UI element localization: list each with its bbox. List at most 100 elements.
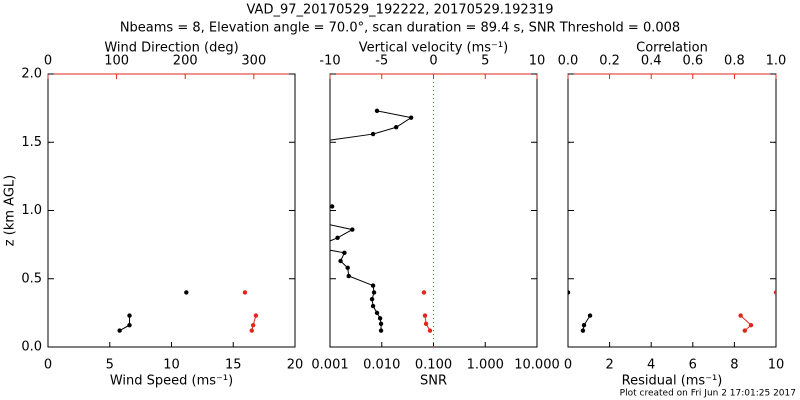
- data-point: [342, 250, 347, 256]
- data-point: [117, 328, 122, 333]
- data-point: [370, 131, 376, 137]
- x2-tick-label: -5: [375, 54, 388, 69]
- chart-subtitle: Nbeams = 8, Elevation angle = 70.0°, sca…: [120, 21, 680, 36]
- x-tick-label: 0.001: [311, 358, 348, 373]
- data-point: [330, 204, 335, 209]
- profile-line: [568, 292, 590, 330]
- data-point: [374, 310, 380, 316]
- x-tick-label: 10.000: [514, 358, 560, 373]
- data-point: [423, 321, 429, 326]
- x2-axis-title: Vertical velocity (ms⁻¹): [359, 41, 508, 56]
- data-point: [377, 316, 383, 321]
- x-tick-label: 20: [287, 358, 304, 373]
- x-tick-label: 5: [106, 358, 114, 373]
- profile-line: [741, 292, 776, 330]
- series: [312, 108, 414, 333]
- data-point: [250, 322, 256, 328]
- x2-tick-label: -10: [319, 54, 340, 69]
- x-tick-label: 0.100: [415, 358, 452, 373]
- y-tick-label: 1.5: [21, 135, 42, 150]
- x-axis-title: Residual (ms⁻¹): [622, 374, 723, 389]
- x2-tick-label: 200: [173, 54, 198, 69]
- data-point: [242, 290, 248, 295]
- x2-tick-label: 0: [429, 54, 437, 69]
- x-tick-label: 0: [44, 358, 52, 373]
- data-point: [127, 313, 132, 318]
- x2-tick-label: 100: [104, 54, 129, 69]
- x2-tick-label: 10: [529, 54, 546, 69]
- x2-tick-label: 300: [241, 54, 266, 69]
- data-point: [312, 219, 316, 223]
- y-tick-label: 2.0: [21, 67, 42, 82]
- series: [242, 290, 259, 333]
- data-point: [378, 321, 384, 326]
- series: [421, 290, 433, 333]
- data-point: [370, 303, 376, 309]
- data-point: [350, 227, 355, 232]
- data-point: [378, 328, 384, 333]
- data-point: [742, 328, 747, 333]
- x2-tick-label: 5: [481, 54, 489, 69]
- y-tick-label: 1.0: [21, 203, 42, 218]
- data-point: [374, 108, 380, 114]
- x2-tick-label: 0: [44, 54, 52, 69]
- x-tick-label: 8: [730, 358, 738, 373]
- y-tick-label: 0.0: [21, 340, 42, 355]
- x-axis-title: SNR: [420, 374, 447, 389]
- x2-axis-title: Correlation: [636, 41, 708, 56]
- data-point: [127, 322, 132, 328]
- x-tick-label: 6: [689, 358, 697, 373]
- series: [117, 290, 189, 333]
- x-tick-label: 0: [564, 358, 572, 373]
- data-point: [580, 328, 586, 333]
- x-tick-label: 10: [163, 358, 180, 373]
- data-point: [568, 290, 571, 295]
- data-point: [338, 258, 343, 264]
- chart-title: VAD_97_20170529_192222, 20170529.192319: [247, 3, 554, 18]
- data-point: [587, 313, 593, 318]
- x-tick-label: 2: [605, 358, 613, 373]
- data-point: [371, 290, 377, 295]
- y-tick-label: 0.5: [21, 271, 42, 286]
- x2-tick-label: 1.0: [766, 54, 787, 69]
- data-point: [370, 283, 376, 288]
- series: [738, 290, 776, 333]
- data-point: [581, 322, 587, 328]
- x-tick-label: 4: [647, 358, 655, 373]
- x-tick-label: 0.010: [363, 358, 400, 373]
- data-point: [345, 265, 350, 271]
- plot-frame: [47, 73, 296, 348]
- footer: Plot created on Fri Jun 2 17:01:25 2017: [620, 389, 796, 399]
- x-tick-label: 1.000: [467, 358, 504, 373]
- series: [568, 290, 593, 333]
- data-point: [184, 290, 189, 295]
- x-tick-label: 10: [768, 358, 785, 373]
- data-point: [369, 297, 375, 302]
- data-point: [312, 140, 316, 144]
- data-point: [422, 313, 428, 318]
- data-point: [748, 322, 754, 328]
- profile-line: [330, 110, 413, 331]
- data-point: [421, 290, 427, 295]
- plot-frame: [567, 73, 777, 348]
- x-axis-title: Wind Speed (ms⁻¹): [110, 374, 233, 389]
- x2-tick-label: 0.4: [641, 54, 662, 69]
- y-axis-title: z (km AGL): [3, 175, 18, 246]
- x2-tick-label: 0.6: [682, 54, 703, 69]
- data-point: [408, 115, 414, 120]
- data-point: [335, 235, 340, 240]
- x2-tick-label: 0.2: [599, 54, 620, 69]
- data-point: [249, 328, 254, 333]
- data-point: [312, 245, 316, 249]
- x2-axis-title: Wind Direction (deg): [104, 41, 238, 56]
- data-point: [773, 290, 776, 295]
- data-point: [393, 125, 399, 130]
- data-point: [253, 313, 259, 318]
- x2-tick-label: 0.8: [724, 54, 745, 69]
- data-point: [738, 313, 743, 318]
- x2-tick-label: 0.0: [558, 54, 579, 69]
- data-point: [427, 328, 433, 333]
- x-tick-label: 15: [225, 358, 242, 373]
- data-point: [346, 273, 351, 279]
